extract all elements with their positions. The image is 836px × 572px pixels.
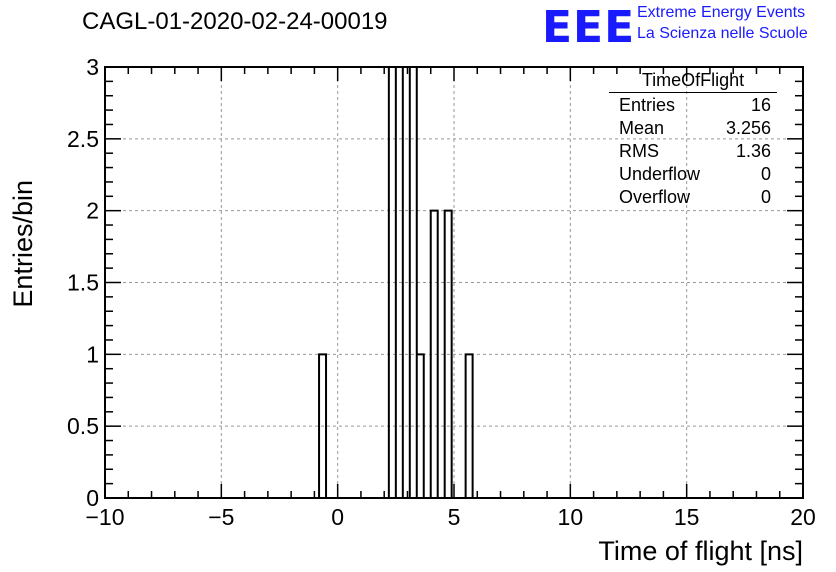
logo-line-2: La Scienza nelle Scuole bbox=[637, 25, 808, 42]
x-axis-label: Time of flight [ns] bbox=[598, 536, 803, 566]
eee-logo: EEE bbox=[542, 2, 636, 53]
y-axis-label: Entries/bin bbox=[8, 180, 38, 308]
y-tick-label: 1.5 bbox=[67, 270, 99, 296]
grid bbox=[105, 67, 803, 498]
y-tick-label: 0 bbox=[86, 485, 99, 511]
stats-row: Mean 3.256 bbox=[609, 117, 777, 140]
stats-value: 0 bbox=[760, 187, 771, 207]
y-tick-label: 2 bbox=[86, 198, 99, 224]
y-tick-label: 3 bbox=[86, 54, 99, 80]
stats-row: RMS 1.36 bbox=[609, 140, 777, 163]
stats-label: Underflow bbox=[619, 164, 701, 184]
tick-labels: −10 −5 0 5 10 15 20 0 0.5 1 1.5 2 2.5 3 bbox=[67, 54, 816, 530]
y-tick-label: 1 bbox=[86, 341, 99, 367]
x-tick-label: 0 bbox=[331, 504, 344, 530]
x-tick-label: −10 bbox=[85, 504, 124, 530]
x-tick-label: −5 bbox=[208, 504, 234, 530]
stats-title: TimeOfFlight bbox=[609, 70, 777, 93]
x-tick-label: 15 bbox=[674, 504, 700, 530]
x-tick-label: 20 bbox=[790, 504, 816, 530]
stats-value: 16 bbox=[750, 95, 771, 115]
stats-value: 0 bbox=[760, 164, 771, 184]
stats-label: Overflow bbox=[619, 187, 691, 207]
stats-row: Underflow 0 bbox=[609, 163, 777, 186]
stats-box: TimeOfFlight Entries 16 Mean 3.256 RMS 1… bbox=[609, 70, 777, 209]
stats-value: 3.256 bbox=[725, 118, 771, 138]
y-tick-label: 0.5 bbox=[67, 413, 99, 439]
stats-row: Overflow 0 bbox=[609, 186, 777, 209]
stats-label: Mean bbox=[619, 118, 665, 138]
x-tick-label: 5 bbox=[448, 504, 461, 530]
x-tick-label: 10 bbox=[558, 504, 584, 530]
stats-label: Entries bbox=[619, 95, 676, 115]
stats-label: RMS bbox=[619, 141, 659, 161]
plot-frame bbox=[104, 66, 804, 499]
logo-line-1: Extreme Energy Events bbox=[637, 4, 806, 21]
stats-row: Entries 16 bbox=[609, 94, 777, 117]
y-tick-label: 2.5 bbox=[67, 126, 99, 152]
chart-title: CAGL-01-2020-02-24-00019 bbox=[82, 8, 388, 35]
stats-value: 1.36 bbox=[735, 141, 771, 161]
